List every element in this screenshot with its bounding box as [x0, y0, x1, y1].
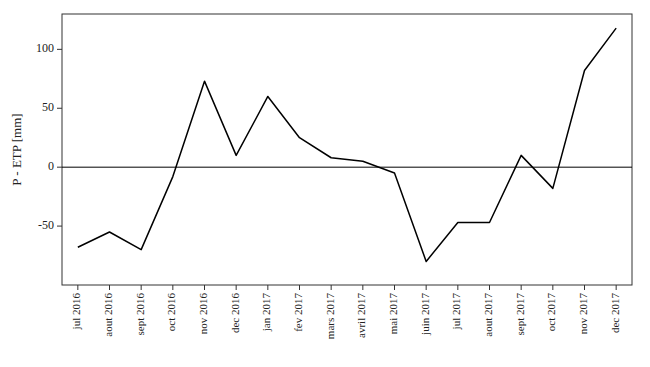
x-tick-label: oct 2017: [545, 293, 557, 332]
x-tick-label: jul 2017: [450, 293, 462, 331]
y-tick: [57, 108, 62, 109]
x-tick-label: jul 2016: [70, 293, 82, 331]
x-tick-label: avril 2017: [355, 293, 367, 338]
x-tick: [331, 285, 332, 290]
x-tick: [489, 285, 490, 290]
y-tick-label: 50: [42, 100, 54, 114]
y-tick: [57, 167, 62, 168]
x-tick-label: juin 2017: [419, 293, 431, 336]
x-tick: [172, 285, 173, 290]
x-tick-label: mai 2017: [387, 293, 399, 335]
reference-line: [62, 167, 632, 168]
chart-container: -50 0 50 100 jul 2016 aout 2016 sept 2016 oct 2…: [0, 0, 650, 367]
x-tick: [77, 285, 78, 290]
y-tick-label: -50: [38, 218, 54, 232]
y-axis-label: P - ETP [mm]: [9, 113, 24, 185]
x-tick: [299, 285, 300, 290]
x-tick: [584, 285, 585, 290]
x-tick: [394, 285, 395, 290]
x-tick-label: mars 2017: [324, 293, 336, 340]
x-tick-label: dec 2016: [229, 293, 241, 334]
x-tick-label: dec 2017: [609, 293, 621, 334]
x-tick-label: sept 2016: [134, 293, 146, 336]
x-tick: [267, 285, 268, 290]
y-tick: [57, 226, 62, 227]
plot-area: [62, 28, 632, 261]
x-tick-label: nov 2017: [577, 293, 589, 335]
x-tick: [426, 285, 427, 290]
x-tick: [141, 285, 142, 290]
plot-frame: [62, 14, 632, 285]
x-tick: [362, 285, 363, 290]
x-tick: [204, 285, 205, 290]
y-tick-label: 0: [48, 159, 54, 173]
x-tick: [521, 285, 522, 290]
x-tick-label: oct 2016: [165, 293, 177, 332]
y-tick: [57, 49, 62, 50]
x-tick-label: aout 2016: [102, 293, 114, 337]
x-tick-label: fev 2017: [292, 293, 304, 332]
data-line: [78, 28, 616, 261]
chart: -50 0 50 100 jul 2016 aout 2016 sept 2016 oct 2…: [0, 0, 650, 367]
x-tick: [457, 285, 458, 290]
x-tick-label: aout 2017: [482, 293, 494, 337]
x-tick: [236, 285, 237, 290]
x-tick-label: nov 2016: [197, 293, 209, 335]
x-tick: [109, 285, 110, 290]
y-tick-label: 100: [36, 41, 54, 55]
x-tick: [616, 285, 617, 290]
x-tick-label: jan 2017: [260, 293, 272, 333]
x-tick-label: sept 2017: [514, 293, 526, 336]
x-tick: [552, 285, 553, 290]
